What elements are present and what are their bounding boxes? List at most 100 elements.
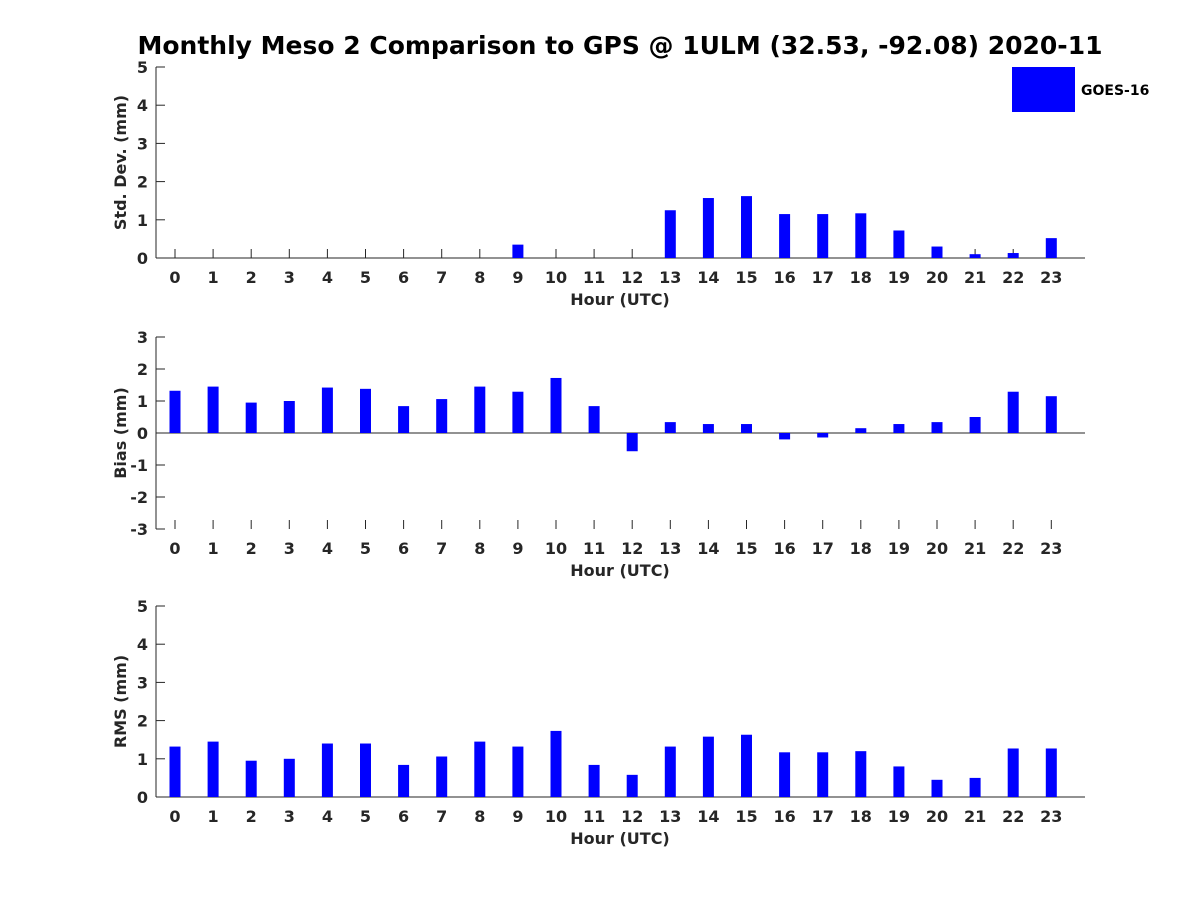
x-tick-label: 12 xyxy=(621,807,643,826)
bar-rms-hour-21 xyxy=(969,777,981,797)
legend: GOES-16 xyxy=(1012,67,1149,112)
x-tick-label: 2 xyxy=(246,539,257,558)
x-tick-label: 9 xyxy=(512,539,523,558)
bar-rms-hour-3 xyxy=(283,758,295,797)
x-tick-label: 16 xyxy=(773,539,795,558)
bar-bias-hour-2 xyxy=(245,402,257,433)
bar-bias-hour-11 xyxy=(588,406,600,433)
y-tick-label: 4 xyxy=(137,635,148,654)
x-tick-label: 1 xyxy=(208,807,219,826)
bar-std-dev-hour-19 xyxy=(893,230,905,258)
x-tick-label: 16 xyxy=(773,807,795,826)
bar-rms-hour-10 xyxy=(550,730,562,797)
x-tick-label: 21 xyxy=(964,539,986,558)
x-tick-label: 3 xyxy=(284,539,295,558)
x-tick-label: 11 xyxy=(583,539,605,558)
x-tick-label: 4 xyxy=(322,268,333,287)
x-tick-label: 13 xyxy=(659,539,681,558)
x-tick-label: 13 xyxy=(659,268,681,287)
bar-rms-hour-8 xyxy=(474,741,486,797)
bar-rms-hour-4 xyxy=(321,743,333,797)
x-tick-label: 18 xyxy=(850,539,872,558)
bar-bias-hour-13 xyxy=(664,422,676,433)
bar-rms-hour-16 xyxy=(779,752,791,797)
x-tick-label: 17 xyxy=(812,268,834,287)
bar-std-dev-hour-16 xyxy=(779,214,791,258)
x-tick-label: 14 xyxy=(697,268,719,287)
x-tick-label: 7 xyxy=(436,268,447,287)
bar-rms-hour-0 xyxy=(169,746,181,797)
bar-rms-hour-5 xyxy=(360,743,371,797)
x-tick-label: 21 xyxy=(964,268,986,287)
bar-bias-hour-8 xyxy=(474,386,486,433)
bar-std-dev-hour-9 xyxy=(512,244,524,258)
y-tick-label: 3 xyxy=(137,673,148,692)
y-tick-label: 0 xyxy=(137,424,148,443)
bar-bias-hour-16 xyxy=(779,433,791,440)
bar-rms-hour-2 xyxy=(245,760,257,797)
y-tick-label: 5 xyxy=(137,58,148,77)
y-tick-label: 1 xyxy=(137,750,148,769)
x-tick-label: 10 xyxy=(545,539,567,558)
bar-std-dev-hour-14 xyxy=(702,198,714,258)
x-tick-label: 19 xyxy=(888,807,910,826)
x-tick-label: 16 xyxy=(773,268,795,287)
bar-rms-hour-20 xyxy=(931,779,943,797)
x-tick-label: 12 xyxy=(621,268,643,287)
bar-bias-hour-20 xyxy=(931,422,943,433)
x-tick-label: 23 xyxy=(1040,807,1062,826)
legend-label: GOES-16 xyxy=(1081,83,1149,99)
y-tick-label: 0 xyxy=(137,788,148,807)
bar-bias-hour-3 xyxy=(283,401,295,433)
x-tick-label: 1 xyxy=(208,539,219,558)
bar-bias-hour-15 xyxy=(741,424,752,433)
x-tick-label: 15 xyxy=(735,268,757,287)
bar-std-dev-hour-15 xyxy=(741,196,752,258)
y-tick-label: -1 xyxy=(130,456,148,475)
x-axis-label: Hour (UTC) xyxy=(570,561,670,580)
bar-rms-hour-11 xyxy=(588,764,600,797)
x-tick-label: 9 xyxy=(512,268,523,287)
chart-title: Monthly Meso 2 Comparison to GPS @ 1ULM … xyxy=(138,31,1103,60)
x-tick-label: 3 xyxy=(284,807,295,826)
y-tick-label: 4 xyxy=(137,96,148,115)
x-tick-label: 7 xyxy=(436,539,447,558)
bar-bias-hour-9 xyxy=(512,391,524,433)
x-tick-label: 23 xyxy=(1040,539,1062,558)
x-tick-label: 17 xyxy=(812,539,834,558)
x-tick-label: 8 xyxy=(474,268,485,287)
y-tick-label: 3 xyxy=(137,328,148,347)
y-axis-label: RMS (mm) xyxy=(111,655,130,748)
bar-bias-hour-22 xyxy=(1007,391,1019,433)
bar-std-dev-hour-21 xyxy=(969,254,981,258)
bar-rms-hour-14 xyxy=(702,736,714,797)
bar-rms-hour-23 xyxy=(1045,748,1057,797)
x-tick-label: 20 xyxy=(926,539,948,558)
bar-bias-hour-7 xyxy=(436,399,448,433)
x-tick-label: 6 xyxy=(398,268,409,287)
bar-std-dev-hour-23 xyxy=(1045,238,1057,258)
bar-std-dev-hour-20 xyxy=(931,246,943,258)
x-tick-label: 20 xyxy=(926,268,948,287)
bar-rms-hour-9 xyxy=(512,746,524,797)
x-tick-label: 15 xyxy=(735,807,757,826)
x-tick-label: 10 xyxy=(545,807,567,826)
y-tick-label: 2 xyxy=(137,712,148,731)
y-tick-label: -2 xyxy=(130,488,148,507)
y-tick-label: 3 xyxy=(137,134,148,153)
y-tick-label: 1 xyxy=(137,211,148,230)
x-tick-label: 19 xyxy=(888,539,910,558)
x-tick-label: 2 xyxy=(246,268,257,287)
x-tick-label: 7 xyxy=(436,807,447,826)
x-tick-label: 5 xyxy=(360,807,371,826)
bar-bias-hour-6 xyxy=(398,406,410,433)
bar-bias-hour-19 xyxy=(893,424,905,433)
x-tick-label: 8 xyxy=(474,807,485,826)
y-tick-label: 2 xyxy=(137,360,148,379)
x-tick-label: 4 xyxy=(322,807,333,826)
bar-rms-hour-6 xyxy=(398,764,410,797)
x-tick-label: 2 xyxy=(246,807,257,826)
